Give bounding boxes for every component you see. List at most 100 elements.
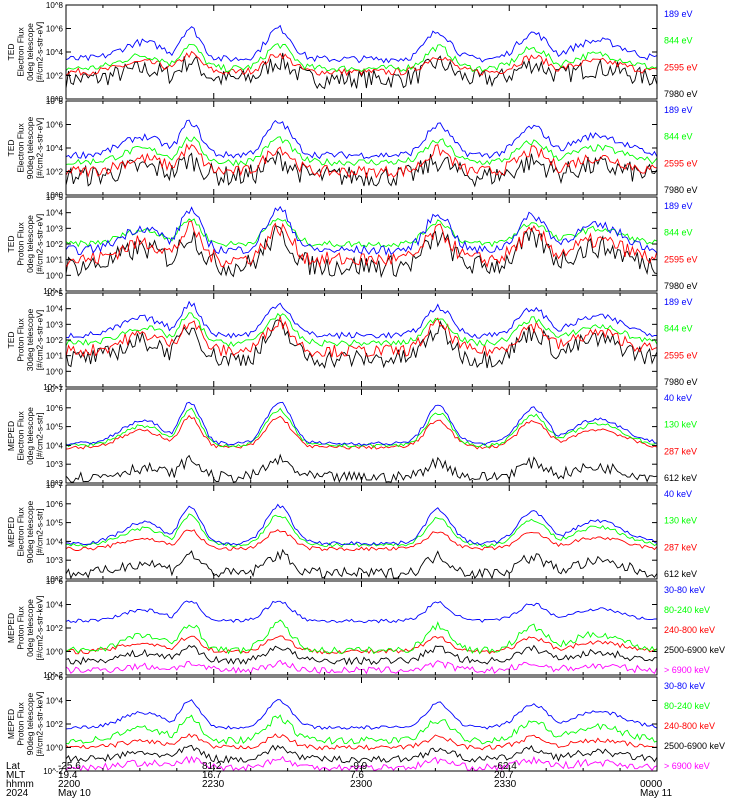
series-6-1 — [65, 548, 658, 580]
panel-4: 10^-1 10^0 10^1 10^2 10^3 10^4 10^5 TEDProton F… — [6, 289, 698, 392]
series-2-4 — [65, 119, 658, 160]
series-6-3 — [66, 513, 658, 548]
legend-entry: 844 eV — [664, 132, 693, 142]
y-axis-label-line: 0deg telescope — [25, 407, 35, 465]
y-tick-label: 10^0 — [46, 191, 64, 200]
y-axis-label-line: MEPED — [6, 421, 16, 451]
y-axis-label-line: Proton Flux — [16, 606, 26, 650]
legend-entry: 80-240 keV — [664, 701, 710, 711]
y-tick-label: 10^6 — [46, 25, 64, 34]
plot-frame — [65, 580, 658, 676]
y-axis-label-line: Electron Flux — [16, 122, 26, 172]
time-axis-annotation: Lat MLT hhmm 2024 -25.6 19.4 2200 May 10… — [6, 761, 672, 799]
y-tick-label: 10^5 — [46, 423, 64, 432]
y-axis-label: TEDProton Flux30deg telescope[#/cm2-s-st… — [6, 309, 45, 372]
y-tick-label: 10^1 — [46, 352, 64, 361]
legend-entry: 189 eV — [664, 297, 693, 307]
y-tick-label: 10^2 — [46, 168, 64, 177]
y-axis-label: TEDElectron Flux0deg telescope[#/cm2-s-s… — [6, 22, 45, 82]
y-axis-label-line: TED — [6, 44, 16, 61]
y-axis-label-line: MEPED — [6, 613, 16, 643]
legend-entry: 130 keV — [664, 516, 697, 526]
y-axis-label-line: MEPED — [6, 517, 16, 547]
series-3-4 — [65, 205, 658, 256]
tick-0-mlt: 19.4 — [58, 770, 78, 781]
y-tick-label: 10^4 — [46, 537, 64, 546]
y-axis-label: TEDProton Flux0deg telescope[#/cm2-s-str… — [6, 214, 45, 274]
panel-2: 10^0 10^2 10^4 10^6 10^8 TEDElectron Flux90de… — [6, 97, 698, 200]
y-tick-label: 10^4 — [46, 209, 64, 218]
plot-frame — [65, 676, 658, 772]
y-tick-label: 10^3 — [46, 460, 64, 469]
y-tick-label: 10^5 — [46, 519, 64, 528]
y-tick-label: 10^4 — [46, 601, 64, 610]
series-5-2 — [65, 414, 658, 450]
legend-entry: 2595 eV — [664, 158, 698, 168]
legend-entry: 7980 eV — [664, 281, 698, 291]
legend-entry: 130 keV — [664, 420, 697, 430]
y-tick-label: 10^5 — [46, 289, 64, 298]
legend-entry: 189 eV — [664, 201, 693, 211]
y-axis-label: TEDElectron Flux90deg telescope[#/cm2-s-… — [6, 117, 45, 180]
y-tick-label: 10^-2 — [43, 767, 63, 776]
y-axis-label-line: [#/cm2-s-str] — [35, 412, 45, 459]
y-tick-label: 10^0 — [46, 367, 64, 376]
y-axis-label-line: Proton Flux — [16, 318, 26, 362]
legend-entry: 287 keV — [664, 446, 697, 456]
series-6-2 — [65, 529, 658, 552]
y-tick-label: 10^2 — [46, 336, 64, 345]
series-1-3 — [65, 43, 658, 73]
legend-entry: 612 keV — [664, 473, 697, 483]
legend-entry: 240-800 keV — [664, 721, 715, 731]
y-tick-label: 10^6 — [46, 577, 64, 586]
y-axis-label-line: 90deg telescope — [25, 501, 35, 564]
y-axis-label-line: [#/cm2-s-str-keV] — [35, 692, 45, 757]
tick-2-hhmm: 2300 — [350, 779, 373, 790]
y-tick-label: 10^2 — [46, 72, 64, 81]
panel-8: 10^-2 10^0 10^2 10^4 10^6 MEPEDProton Flux90d… — [6, 673, 725, 776]
y-axis-label-line: Proton Flux — [16, 222, 26, 266]
series-2-2 — [65, 143, 658, 179]
series-3-3 — [65, 217, 658, 248]
y-tick-label: 10^0 — [46, 648, 64, 657]
panel-7: 10^-2 10^0 10^2 10^4 10^6 MEPEDProton Flux0de… — [6, 577, 725, 680]
legend-entry: > 6900 keV — [664, 665, 710, 675]
y-tick-label: 10^-1 — [43, 383, 63, 392]
legend-entry: 844 eV — [664, 324, 693, 334]
y-tick-label: 10^2 — [46, 479, 64, 488]
legend-entry: 287 keV — [664, 542, 697, 552]
y-tick-label: 10^7 — [46, 385, 64, 394]
y-axis-label-line: [#/cm2-s-str-eV] — [35, 118, 45, 178]
series-4-2 — [65, 315, 658, 358]
y-tick-label: 10^7 — [46, 481, 64, 490]
series-2-1 — [65, 150, 658, 188]
y-axis-label-line: [#/cm2-s-str] — [35, 508, 45, 555]
legend-entry: 30-80 keV — [664, 585, 705, 595]
legend-entry: 30-80 keV — [664, 681, 705, 691]
y-axis-label-line: TED — [6, 236, 16, 253]
tick-3-hhmm: 2330 — [494, 779, 517, 790]
y-tick-label: 10^5 — [46, 193, 64, 202]
y-axis-label-line: Proton Flux — [16, 702, 26, 746]
legend-entry: 40 keV — [664, 489, 692, 499]
legend-entry: 189 eV — [664, 9, 693, 19]
legend-entry: 40 keV — [664, 393, 692, 403]
y-axis-label: MEPEDProton Flux0deg telescope[#/cm2-s-s… — [6, 596, 45, 661]
series-8-4 — [65, 714, 658, 745]
y-tick-label: 10^6 — [46, 404, 64, 413]
legend-entry: 80-240 keV — [664, 605, 710, 615]
tick-3-mlt: 20.7 — [494, 770, 514, 781]
y-tick-label: 10^2 — [46, 575, 64, 584]
row-label-mlt: MLT — [6, 770, 25, 781]
y-axis-label-line: MEPED — [6, 709, 16, 739]
tick-1-hhmm: 2230 — [202, 779, 225, 790]
legend-entry: 240-800 keV — [664, 625, 715, 635]
series-4-4 — [65, 300, 658, 340]
y-tick-label: 10^4 — [46, 48, 64, 57]
y-tick-label: 10^4 — [46, 144, 64, 153]
y-tick-label: 10^8 — [46, 97, 64, 106]
legend-entry: 2595 eV — [664, 62, 698, 72]
legend-entry: 2500-6900 keV — [664, 741, 725, 751]
series-4-3 — [65, 312, 658, 347]
